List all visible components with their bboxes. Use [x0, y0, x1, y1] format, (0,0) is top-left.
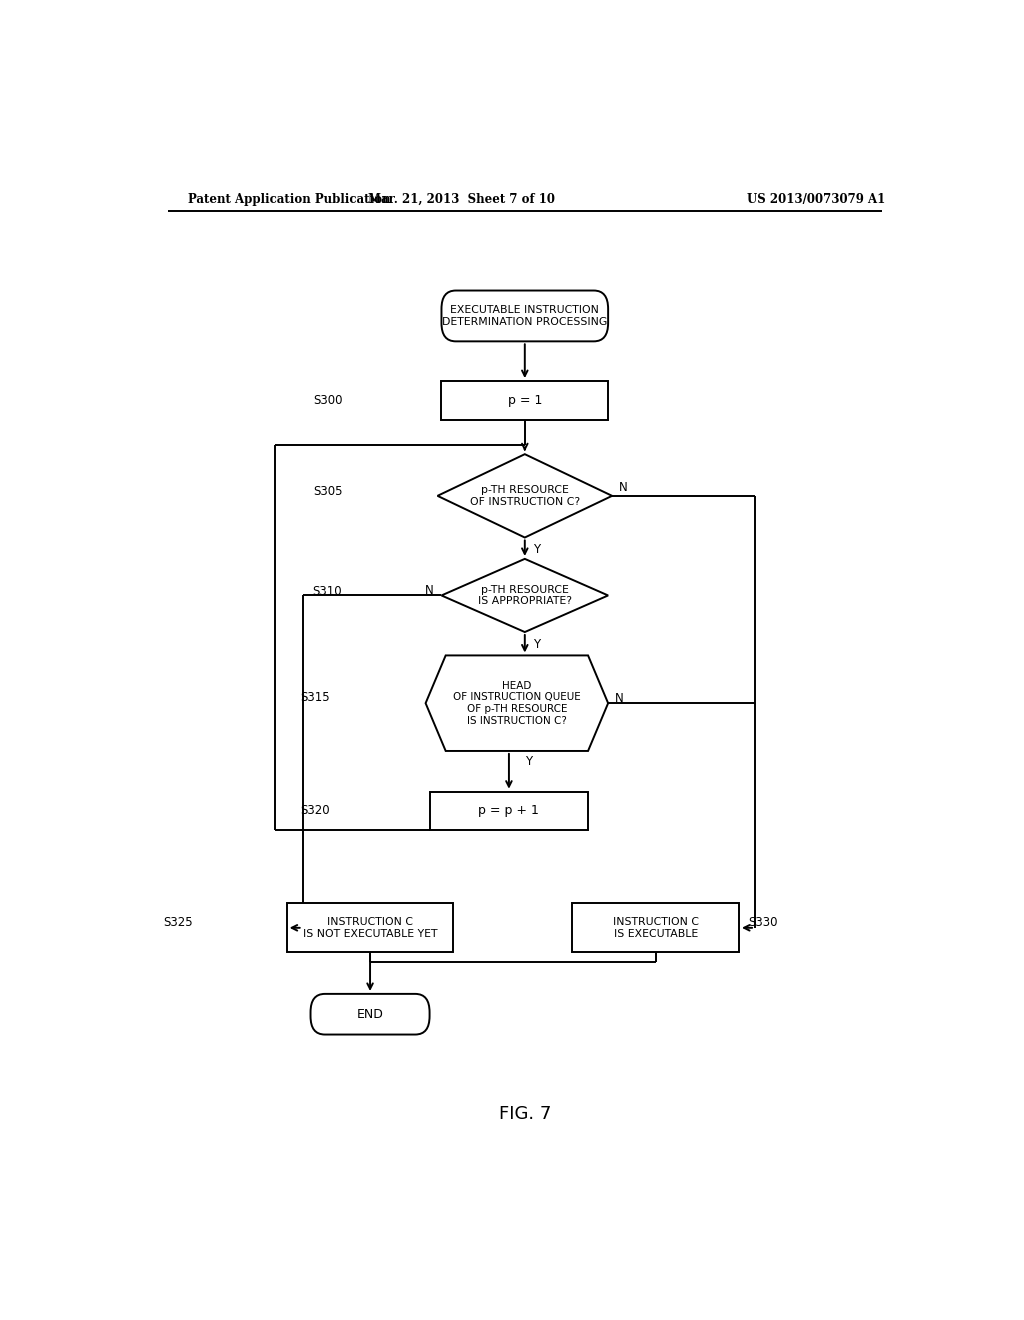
- Text: Y: Y: [532, 544, 540, 556]
- Text: END: END: [356, 1007, 383, 1020]
- Text: S310: S310: [312, 585, 342, 598]
- Text: S315: S315: [301, 690, 331, 704]
- Text: EXECUTABLE INSTRUCTION
DETERMINATION PROCESSING: EXECUTABLE INSTRUCTION DETERMINATION PRO…: [442, 305, 607, 327]
- Text: S330: S330: [749, 916, 778, 929]
- Text: S300: S300: [312, 393, 342, 407]
- Text: N: N: [614, 692, 624, 705]
- Text: p-TH RESOURCE
IS APPROPRIATE?: p-TH RESOURCE IS APPROPRIATE?: [478, 585, 571, 606]
- Text: Mar. 21, 2013  Sheet 7 of 10: Mar. 21, 2013 Sheet 7 of 10: [368, 193, 555, 206]
- Text: N: N: [425, 583, 433, 597]
- Text: US 2013/0073079 A1: US 2013/0073079 A1: [748, 193, 886, 206]
- Text: HEAD
OF INSTRUCTION QUEUE
OF p-TH RESOURCE
IS INSTRUCTION C?: HEAD OF INSTRUCTION QUEUE OF p-TH RESOUR…: [453, 681, 581, 726]
- Bar: [572, 903, 739, 952]
- Text: p = p + 1: p = p + 1: [478, 804, 540, 817]
- Polygon shape: [441, 558, 608, 632]
- Text: p = 1: p = 1: [508, 393, 542, 407]
- Polygon shape: [426, 656, 608, 751]
- Text: S320: S320: [301, 804, 331, 817]
- Text: p-TH RESOURCE
OF INSTRUCTION C?: p-TH RESOURCE OF INSTRUCTION C?: [470, 484, 580, 507]
- Text: Patent Application Publication: Patent Application Publication: [187, 193, 390, 206]
- Text: Y: Y: [532, 638, 540, 651]
- Bar: [287, 903, 454, 952]
- Text: S305: S305: [312, 486, 342, 498]
- Text: S325: S325: [164, 916, 194, 929]
- Bar: [441, 381, 608, 420]
- Bar: [430, 792, 589, 830]
- Text: Y: Y: [524, 755, 531, 768]
- Text: FIG. 7: FIG. 7: [499, 1105, 551, 1123]
- Text: INSTRUCTION C
IS NOT EXECUTABLE YET: INSTRUCTION C IS NOT EXECUTABLE YET: [303, 917, 437, 939]
- FancyBboxPatch shape: [441, 290, 608, 342]
- FancyBboxPatch shape: [310, 994, 430, 1035]
- Text: N: N: [618, 482, 627, 494]
- Text: INSTRUCTION C
IS EXECUTABLE: INSTRUCTION C IS EXECUTABLE: [612, 917, 698, 939]
- Polygon shape: [437, 454, 612, 537]
